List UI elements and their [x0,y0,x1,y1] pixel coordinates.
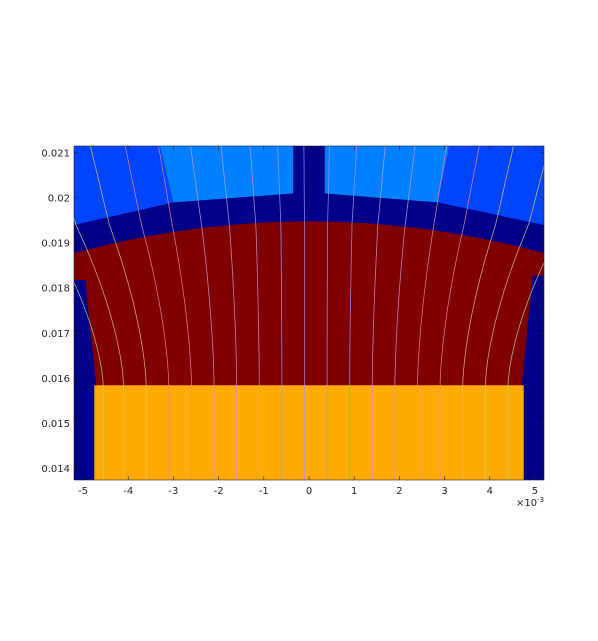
y-tick-label: 0.019 [41,239,70,250]
flux-line [90,146,147,480]
flux-line [277,146,283,480]
y-tick-label: 0.018 [41,284,70,295]
flux-lines [74,146,544,480]
flux-line [74,281,104,480]
x-tick-label: 0 [306,486,312,497]
permanent-magnet [94,385,524,480]
flux-line [190,146,215,480]
x-tick-label: 1 [351,486,357,497]
x-tick-label: -5 [78,486,88,497]
x-tick-label: 3 [441,486,447,497]
flux-line [394,146,416,480]
stator-slot-left [159,146,294,203]
field-regions [74,146,544,480]
x-tick-label: 2 [396,486,402,497]
flux-line [124,146,170,480]
x-axis-exponent-base: ×10 [516,498,537,509]
y-axis-ticks: 0.014 0.015 0.016 0.017 0.018 0.019 0.02 0.021 [41,148,544,475]
x-tick-label: 5 [532,486,538,497]
rotor-core [74,221,544,390]
flux-line [249,146,260,480]
flux-line [74,216,125,480]
flux-line [417,146,447,480]
flux-line [326,146,330,480]
y-tick-label: 0.02 [48,193,70,204]
stator-teeth-right [437,146,544,225]
flux-line [349,146,358,480]
x-axis-ticks: -5 -4 -3 -2 -1 0 1 2 3 4 5 [78,146,538,497]
y-tick-label: 0.021 [41,148,70,159]
x-tick-label: -3 [168,486,178,497]
flux-line [439,146,480,480]
y-tick-label: 0.016 [41,374,70,385]
flux-line [158,146,192,480]
y-tick-label: 0.015 [41,419,70,430]
x-tick-label: -1 [259,486,269,497]
flux-line [303,146,305,480]
x-tick-label: -2 [214,486,224,497]
flux-line [484,164,544,480]
y-tick-label: 0.017 [41,329,70,340]
plot-area [74,146,544,480]
stator-teeth-left [74,146,174,225]
x-tick-label: 4 [487,486,493,497]
flux-line [371,146,386,480]
flux-line [462,146,514,480]
stator-slot-right [324,146,450,203]
x-axis-exponent-power: -3 [537,496,544,504]
x-tick-label: -4 [123,486,133,497]
flux-line [507,261,544,480]
x-axis-exponent: ×10-3 [516,496,544,509]
flux-line [220,146,238,480]
y-tick-label: 0.014 [41,464,70,475]
